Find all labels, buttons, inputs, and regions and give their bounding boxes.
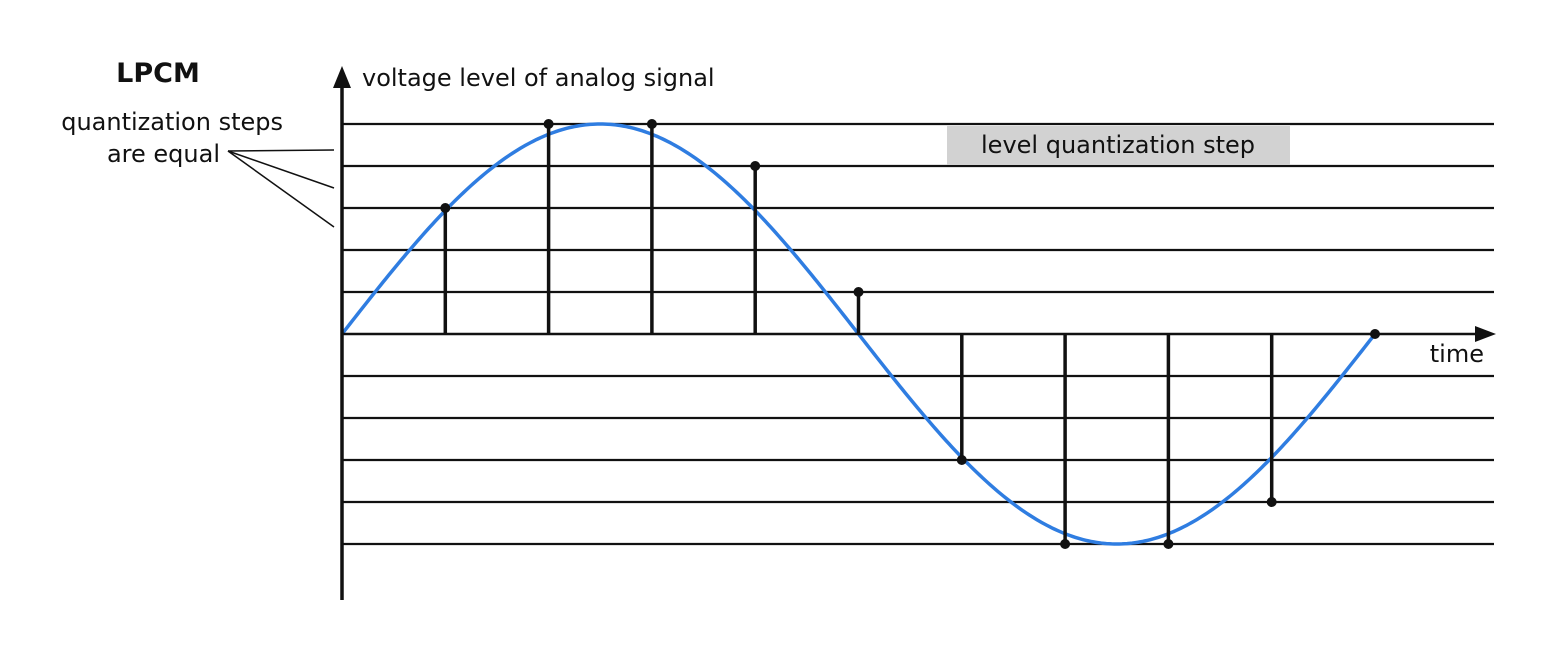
- sample-point: [543, 119, 554, 129]
- step-box-label: level quantization step: [981, 131, 1255, 159]
- y-axis-arrow-icon: [333, 66, 351, 88]
- note-line-2: are equal: [107, 140, 220, 168]
- sample-stems: [443, 124, 1274, 544]
- sample-point: [853, 287, 864, 297]
- sample-point: [1163, 539, 1174, 549]
- quantization-levels: [342, 122, 1494, 546]
- diagram-title: LPCM: [116, 58, 200, 89]
- x-axis-arrow-icon: [1475, 326, 1496, 342]
- sample-points: [440, 119, 1380, 549]
- x-axis-label: time: [1430, 340, 1484, 368]
- step-box: [947, 126, 1290, 165]
- sample-point: [440, 203, 451, 213]
- y-axis-label: voltage level of analog signal: [362, 64, 715, 92]
- note-line-1: quantization steps: [61, 108, 283, 136]
- sample-point: [956, 455, 967, 465]
- sample-point: [750, 161, 761, 171]
- sample-point: [1060, 539, 1071, 549]
- sample-point: [646, 119, 657, 129]
- sample-point: [1266, 497, 1277, 507]
- note-pointer-lines: [227, 149, 335, 228]
